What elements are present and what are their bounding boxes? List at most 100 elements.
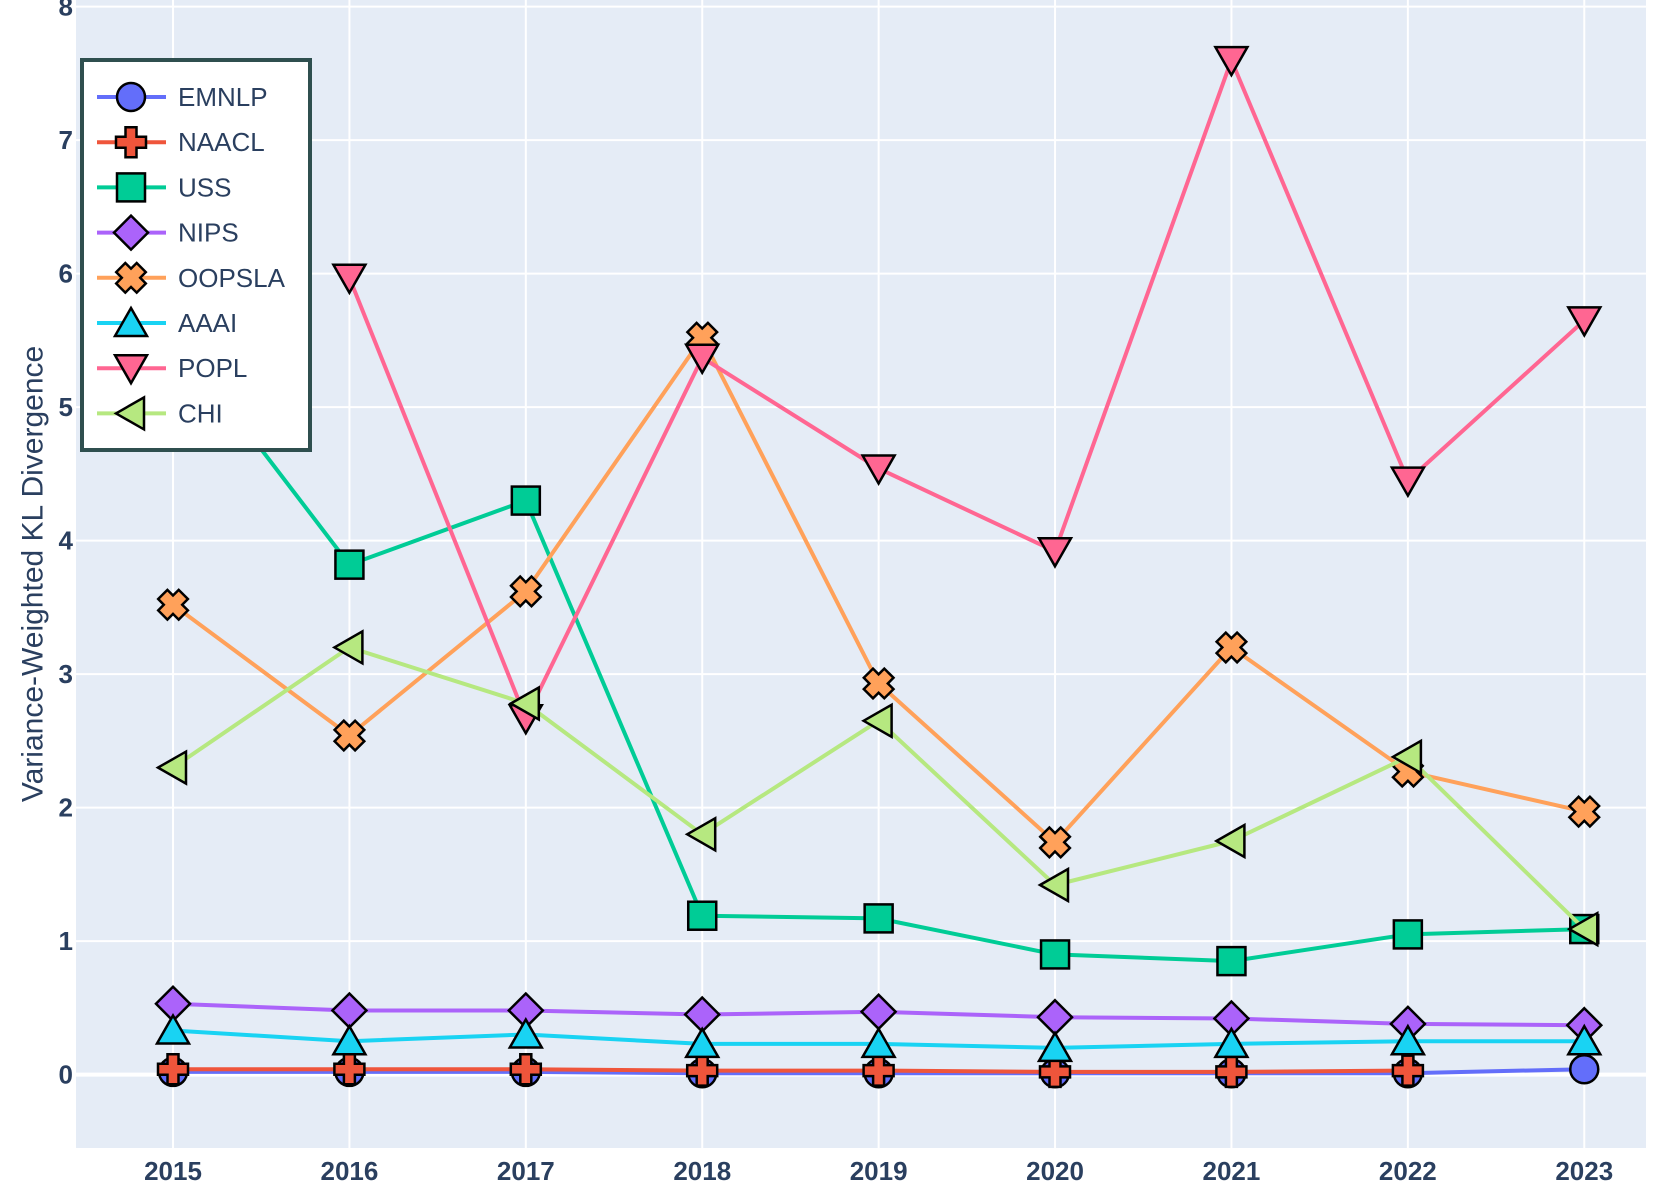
point-uss-2019 (863, 903, 894, 934)
legend-label: EMNLP (178, 82, 268, 112)
x-tick-label: 2017 (497, 1156, 555, 1186)
point-aaai-2021 (1213, 1026, 1250, 1059)
legend-item-popl: POPL (97, 353, 247, 386)
legend-marker-popl (112, 353, 150, 386)
gridlines (76, 0, 1646, 1148)
legend: EMNLP NAACL USS NIPS OOPSLA AAAI POPL CHI (80, 58, 312, 452)
point-uss-2021 (1216, 945, 1247, 977)
x-tick-label: 2015 (144, 1156, 202, 1186)
y-tick-label: 0 (59, 1060, 73, 1090)
point-aaai-2017 (507, 1016, 544, 1049)
x-tick-label: 2019 (850, 1156, 908, 1186)
point-chi-2020 (1037, 866, 1070, 904)
point-aaai-2019 (860, 1026, 897, 1059)
legend-item-chi: CHI (97, 395, 223, 432)
legend-label: AAAI (178, 308, 237, 338)
series-naacl (156, 1052, 1425, 1089)
x-tick-label: 2020 (1026, 1156, 1084, 1186)
legend-marker-emnlp (115, 81, 147, 113)
point-oopsla-2020 (1038, 825, 1072, 859)
point-uss-2017 (510, 485, 542, 516)
point-naacl-2017 (509, 1052, 543, 1086)
point-naacl-2022 (1391, 1054, 1425, 1087)
point-chi-2017 (508, 685, 541, 722)
legend-marker-uss (115, 172, 147, 203)
y-tick-label: 6 (59, 259, 73, 289)
legend-item-oopsla: OOPSLA (97, 261, 286, 295)
point-chi-2023 (1566, 910, 1599, 948)
legend-marker-oopsla (114, 261, 148, 295)
legend-item-uss: USS (97, 172, 231, 203)
y-tick-label: 4 (59, 526, 74, 556)
y-tick-label: 2 (59, 793, 73, 823)
x-tick-label: 2022 (1379, 1156, 1437, 1186)
point-aaai-2020 (1036, 1030, 1074, 1063)
series-oopsla (156, 321, 1601, 859)
point-uss-2018 (686, 900, 718, 931)
legend-label: NIPS (178, 218, 239, 248)
point-oopsla-2019 (862, 666, 896, 701)
legend-label: USS (178, 172, 231, 202)
point-naacl-2018 (685, 1054, 719, 1087)
point-aaai-2015 (154, 1012, 192, 1045)
point-oopsla-2015 (156, 588, 190, 622)
point-naacl-2019 (862, 1054, 895, 1087)
legend-items: EMNLP NAACL USS NIPS OOPSLA AAAI POPL CHI (97, 81, 286, 432)
series-aaai (154, 1012, 1603, 1063)
point-naacl-2021 (1215, 1055, 1248, 1089)
legend-item-nips: NIPS (97, 213, 239, 252)
x-tick-label: 2018 (673, 1156, 731, 1186)
point-oopsla-2023 (1567, 795, 1601, 829)
legend-item-emnlp: EMNLP (97, 81, 268, 113)
legend-marker-chi (113, 395, 146, 432)
point-aaai-2023 (1566, 1023, 1603, 1056)
legend-marker-naacl (114, 125, 148, 159)
point-chi-2022 (1390, 738, 1423, 776)
legend-label: POPL (178, 353, 247, 383)
point-popl-2020 (1036, 537, 1074, 569)
series-line-popl (347, 58, 1586, 721)
point-naacl-2015 (156, 1052, 190, 1086)
point-aaai-2018 (684, 1026, 721, 1059)
point-chi-2016 (331, 629, 364, 666)
y-axis-title: Variance-Weighted KL Divergence (17, 346, 50, 802)
y-tick-label: 5 (59, 392, 73, 422)
point-naacl-2016 (333, 1052, 366, 1086)
legend-item-aaai: AAAI (97, 305, 237, 338)
point-emnlp-2023 (1569, 1053, 1600, 1085)
point-oopsla-2017 (509, 574, 543, 608)
series-chi (155, 629, 1599, 948)
point-chi-2019 (861, 702, 893, 739)
legend-box (80, 58, 312, 452)
point-aaai-2022 (1389, 1023, 1427, 1056)
y-tick-label: 8 (59, 0, 73, 22)
point-popl-2022 (1389, 466, 1427, 499)
legend-label: OOPSLA (178, 263, 286, 293)
point-popl-2019 (860, 454, 897, 487)
point-oopsla-2021 (1214, 630, 1249, 665)
point-popl-2021 (1213, 45, 1250, 78)
point-aaai-2016 (331, 1023, 368, 1056)
series-layer (154, 45, 1604, 1089)
point-popl-2018 (684, 343, 721, 376)
point-uss-2022 (1392, 919, 1424, 950)
point-uss-2020 (1039, 939, 1071, 970)
y-tick-label: 1 (59, 926, 73, 956)
point-popl-2016 (331, 263, 368, 296)
legend-label: CHI (178, 398, 223, 428)
legend-marker-aaai (112, 305, 150, 338)
point-chi-2018 (684, 816, 717, 853)
legend-marker-nips (112, 213, 150, 252)
series-line-naacl (173, 1067, 1408, 1074)
point-chi-2015 (155, 749, 188, 786)
point-naacl-2020 (1038, 1055, 1072, 1089)
x-tick-label: 2016 (321, 1156, 379, 1186)
point-chi-2021 (1213, 822, 1246, 860)
legend-item-naacl: NAACL (97, 125, 265, 159)
point-popl-2023 (1566, 306, 1603, 338)
point-oopsla-2016 (332, 718, 367, 753)
x-tick-label: 2023 (1555, 1156, 1613, 1186)
y-tick-label: 7 (59, 125, 73, 155)
